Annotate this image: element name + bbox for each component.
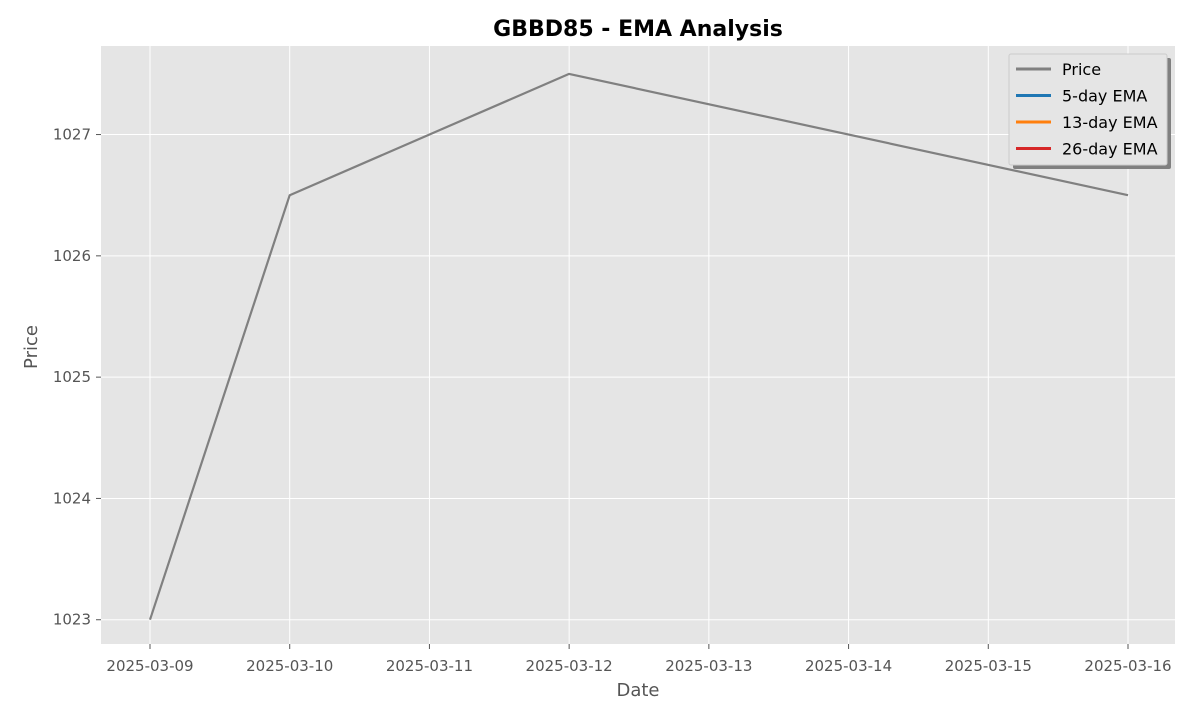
legend: Price 5-day EMA 13-day EMA 26-day EMA (1008, 53, 1171, 169)
legend-label-5-day-ema: 5-day EMA (1062, 87, 1147, 106)
x-tick-label: 2025-03-13 (665, 657, 752, 675)
x-tick-label: 2025-03-12 (526, 657, 613, 675)
x-tick-label: 2025-03-15 (945, 657, 1032, 675)
legend-items: Price 5-day EMA 13-day EMA 26-day EMA (1016, 60, 1158, 159)
y-tick-label: 1025 (53, 368, 91, 386)
series-line-price (148, 72, 1129, 621)
plot-area (101, 46, 1175, 644)
legend-label-price: Price (1062, 60, 1101, 79)
y-axis-ticks: 1023 1024 1025 1026 1027 (53, 126, 101, 629)
series-lines (148, 72, 1129, 621)
y-tick-label: 1024 (53, 489, 91, 507)
legend-label-13-day-ema: 13-day EMA (1062, 113, 1158, 132)
chart-title: GBBD85 - EMA Analysis (493, 17, 783, 42)
x-axis-ticks: 2025-03-09 2025-03-10 2025-03-11 2025-03-12… (106, 644, 1172, 675)
y-tick-label: 1023 (53, 611, 91, 629)
y-tick-label: 1027 (53, 126, 91, 144)
x-tick-label: 2025-03-16 (1084, 657, 1171, 675)
legend-box (1008, 53, 1168, 166)
y-tick-label: 1026 (53, 247, 91, 265)
x-tick-label: 2025-03-09 (106, 657, 193, 675)
x-tick-label: 2025-03-10 (246, 657, 333, 675)
x-axis-label: Date (616, 680, 659, 701)
x-tick-label: 2025-03-11 (386, 657, 473, 675)
x-tick-label: 2025-03-14 (805, 657, 892, 675)
legend-label-26-day-ema: 26-day EMA (1062, 140, 1158, 159)
y-axis-label: Price (21, 325, 42, 369)
